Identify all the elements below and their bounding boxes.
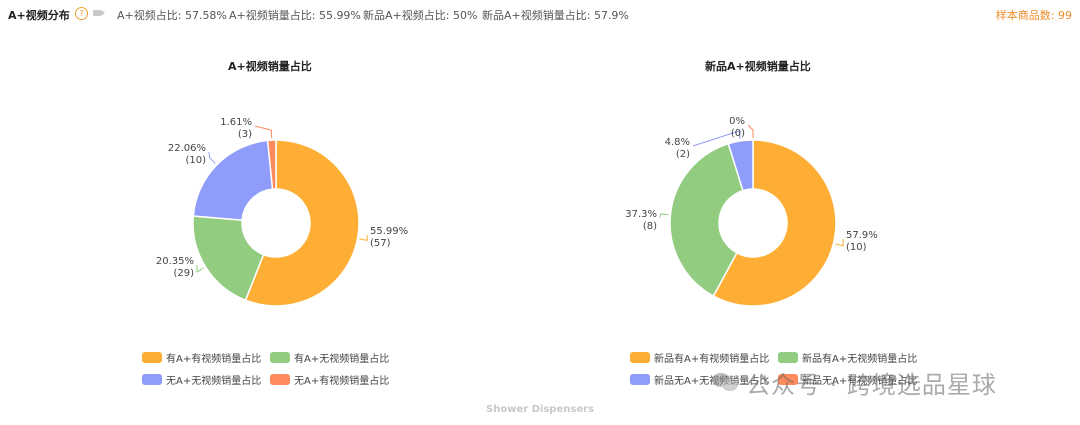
stat-new-a-plus-video-ratio: 新品A+视频占比: 50% <box>363 9 478 22</box>
donut-chart-2: 57.9%(10) 37.3%(8) 4.8%(2) 0%(0) <box>625 116 878 307</box>
slice-percent-label: 22.06% <box>168 143 206 154</box>
legend-label: 无A+无视频销量占比 <box>166 376 262 387</box>
label-leader-line <box>359 234 368 241</box>
legend-label: 有A+无视频销量占比 <box>294 354 390 365</box>
slice-count-label: (10) <box>185 155 206 166</box>
slice-percent-label: 37.3% <box>625 209 657 220</box>
legend-item[interactable]: 新品无A+有视频销量占比 <box>778 372 917 387</box>
legend-swatch <box>270 374 290 385</box>
legend-2: 新品有A+有视频销量占比 新品有A+无视频销量占比 新品无A+无视频销量占比 新… <box>630 350 930 390</box>
legend-label: 新品无A+无视频销量占比 <box>654 372 769 387</box>
legend-item[interactable]: 无A+无视频销量占比 <box>142 372 261 387</box>
video-icon <box>93 10 105 16</box>
legend-item[interactable]: 新品有A+无视频销量占比 <box>778 350 917 365</box>
slice-count-label: (8) <box>643 221 657 232</box>
legend-item[interactable]: 新品有A+有视频销量占比 <box>630 350 769 365</box>
slice-count-label: (3) <box>238 129 252 140</box>
legend-swatch <box>630 374 650 385</box>
stat-new-a-plus-video-sales-ratio: 新品A+视频销量占比: 57.9% <box>482 9 629 22</box>
chart-title-2: 新品A+视频销量占比 <box>705 60 811 73</box>
legend-label: 无A+有视频销量占比 <box>294 376 390 387</box>
donut-slice[interactable] <box>244 139 360 307</box>
slice-count-label: (29) <box>173 268 194 279</box>
slice-percent-label: 0% <box>729 116 745 127</box>
legend-swatch <box>142 352 162 363</box>
watermark: 公众号 · 跨境选品星球 <box>712 362 1072 402</box>
donut-slice[interactable] <box>669 142 744 298</box>
donut-chart-1: 55.99%(57) 20.35%(29) 22.06%(10) 1.61%(3) <box>156 117 408 307</box>
legend-swatch <box>778 374 798 385</box>
label-leader-line <box>692 130 741 147</box>
category-footer: Shower Dispensers <box>486 404 594 415</box>
stat-a-plus-video-ratio: A+视频占比: 57.58% <box>117 9 227 22</box>
label-leader-line <box>208 151 216 164</box>
slice-percent-label: 4.8% <box>665 137 690 148</box>
legend-swatch <box>778 352 798 363</box>
donut-slice[interactable] <box>192 139 274 221</box>
slice-percent-label: 1.61% <box>220 117 252 128</box>
legend-item[interactable]: 新品无A+无视频销量占比 <box>630 372 769 387</box>
help-icon[interactable]: ? <box>75 7 88 20</box>
slice-count-label: (0) <box>731 128 745 139</box>
donut-slice[interactable] <box>266 139 277 190</box>
donut-slice[interactable] <box>727 139 754 192</box>
header-bar: A+视频分布 ? A+视频占比: 57.58% A+视频销量占比: 55.99%… <box>0 0 1080 28</box>
legend-item[interactable]: 有A+无视频销量占比 <box>270 350 389 365</box>
donut-slice[interactable] <box>712 139 837 307</box>
legend-item[interactable]: 有A+有视频销量占比 <box>142 350 261 365</box>
legend-swatch <box>630 352 650 363</box>
label-leader-line <box>196 264 205 273</box>
label-leader-line <box>747 124 754 138</box>
slice-count-label: (10) <box>846 242 867 253</box>
legend-label: 新品有A+无视频销量占比 <box>802 354 918 365</box>
stat-a-plus-video-sales-ratio: A+视频销量占比: 55.99% <box>229 9 361 22</box>
slice-count-label: (57) <box>370 238 391 249</box>
slice-percent-label: 57.9% <box>846 230 878 241</box>
donut-slice[interactable] <box>192 215 265 302</box>
section-title: A+视频分布 <box>8 9 70 22</box>
label-leader-line <box>254 125 273 139</box>
slice-percent-label: 20.35% <box>156 256 194 267</box>
legend-swatch <box>270 352 290 363</box>
label-leader-line <box>659 213 669 219</box>
legend-swatch <box>142 374 162 385</box>
legend-1: 有A+有视频销量占比 有A+无视频销量占比 无A+无视频销量占比 无A+有视频销… <box>142 350 422 390</box>
sample-count: 样本商品数: 99 <box>995 9 1072 22</box>
label-leader-line <box>835 238 844 247</box>
chart-title-1: A+视频销量占比 <box>228 60 312 73</box>
legend-label: 新品无A+有视频销量占比 <box>802 376 918 387</box>
legend-label: 新品有A+有视频销量占比 <box>654 354 770 365</box>
wechat-logo-icon <box>712 371 740 393</box>
watermark-text: 公众号 · 跨境选品星球 <box>746 370 997 399</box>
legend-item[interactable]: 无A+有视频销量占比 <box>270 372 389 387</box>
slice-percent-label: 55.99% <box>370 226 408 237</box>
legend-label: 有A+有视频销量占比 <box>166 354 262 365</box>
slice-count-label: (2) <box>676 149 690 160</box>
